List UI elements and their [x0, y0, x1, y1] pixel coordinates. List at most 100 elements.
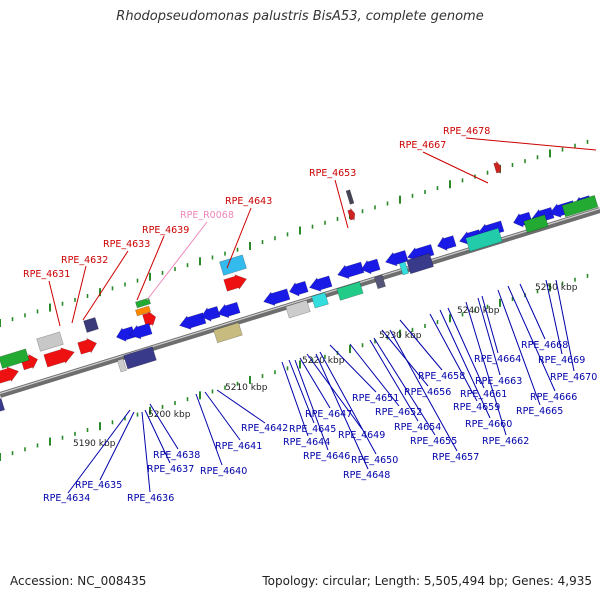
- scale-label: 5230 kbp: [379, 331, 422, 341]
- gene-label-rpe-4651[interactable]: RPE_4651: [352, 393, 399, 404]
- gene-green: [561, 195, 599, 218]
- gene-dark-blue: [123, 346, 157, 370]
- gene-label-rpe-4641[interactable]: RPE_4641: [215, 441, 262, 452]
- accession-label: Accession: NC_008435: [10, 574, 147, 588]
- gene-label-rpe-4667[interactable]: RPE_4667: [399, 140, 446, 151]
- gene-label-rpe-4649[interactable]: RPE_4649: [338, 430, 385, 441]
- gene-orange: [135, 305, 151, 317]
- gene-label-rpe-4646[interactable]: RPE_4646: [303, 451, 350, 462]
- gene-green: [135, 297, 151, 309]
- gene-cyan: [311, 292, 329, 309]
- gene-label-rpe-4652[interactable]: RPE_4652: [375, 407, 422, 418]
- gene-reverse: [360, 258, 381, 275]
- gene-grey: [36, 331, 64, 352]
- gene-label-rpe-4678[interactable]: RPE_4678: [443, 126, 490, 137]
- gene-label-rpe-4643[interactable]: RPE_4643: [225, 196, 272, 207]
- gene-label-rpe-4668[interactable]: RPE_4668: [521, 340, 568, 351]
- gene-teal: [465, 227, 503, 252]
- gene-label-rpe-4638[interactable]: RPE_4638: [153, 450, 200, 461]
- leader-line: [99, 411, 135, 481]
- leader-line: [216, 389, 266, 424]
- gene-label-rpe-4663[interactable]: RPE_4663: [475, 376, 522, 387]
- leader-lines: [48, 137, 597, 494]
- gene-cyan: [398, 261, 410, 276]
- gene-label-rpe-4665[interactable]: RPE_4665: [516, 406, 563, 417]
- gene-label-rpe-4645[interactable]: RPE_4645: [289, 424, 336, 435]
- gene-label-rpe-4650[interactable]: RPE_4650: [351, 455, 398, 466]
- gene-label-rpe-4648[interactable]: RPE_4648: [343, 470, 390, 481]
- gene-reverse: [384, 250, 409, 267]
- gene-grey: [116, 358, 128, 373]
- gene-forward: [0, 366, 19, 384]
- gene-teal: [465, 227, 503, 252]
- gene-forward: [77, 337, 98, 355]
- gene-label-rpe-4664[interactable]: RPE_4664: [474, 354, 521, 365]
- gene-cyan: [219, 254, 247, 276]
- gene-dark: [0, 398, 6, 412]
- gene-dark: [83, 317, 99, 333]
- gene-grey: [285, 299, 311, 319]
- gene-reverse: [216, 301, 241, 319]
- leader-line: [555, 279, 575, 372]
- gene-label-rpe-4670[interactable]: RPE_4670: [550, 372, 597, 383]
- gene-green: [0, 348, 30, 369]
- gene-reverse: [179, 312, 207, 330]
- gene-label-rpe-4659[interactable]: RPE_4659: [453, 402, 500, 413]
- gene-marker: [493, 160, 502, 174]
- gene-label-rpe-4655[interactable]: RPE_4655: [410, 436, 457, 447]
- gene-label-rpe-4662[interactable]: RPE_4662: [482, 436, 529, 447]
- dotted-tracks: [0, 139, 589, 461]
- gene-label-rpe-4640[interactable]: RPE_4640: [200, 466, 247, 477]
- gene-label-rpe-4653[interactable]: RPE_4653: [309, 168, 356, 179]
- gene-label-rpe-4669[interactable]: RPE_4669: [538, 355, 585, 366]
- gene-teal: [336, 281, 364, 301]
- gene-grey: [285, 299, 311, 319]
- leader-line: [389, 329, 458, 452]
- gene-forward: [0, 366, 19, 384]
- leader-line: [146, 221, 208, 301]
- gene-label-rpe-4637[interactable]: RPE_4637: [147, 464, 194, 475]
- gene-dark-blue: [123, 346, 157, 370]
- gene-marker: [493, 160, 502, 174]
- gene-label-rpe-4642[interactable]: RPE_4642: [241, 423, 288, 434]
- gene-label-rpe-r0068[interactable]: RPE_R0068: [180, 210, 234, 221]
- gene-label-rpe-4656[interactable]: RPE_4656: [404, 387, 451, 398]
- gene-label-rpe-4658[interactable]: RPE_4658: [418, 371, 465, 382]
- gene-label-rpe-4634[interactable]: RPE_4634: [43, 493, 90, 504]
- gene-dark: [345, 189, 355, 205]
- gene-label-rpe-4636[interactable]: RPE_4636: [127, 493, 174, 504]
- gene-label-rpe-4657[interactable]: RPE_4657: [432, 452, 479, 463]
- gene-green: [523, 214, 549, 234]
- leader-line: [149, 403, 179, 450]
- gene-label-rpe-4654[interactable]: RPE_4654: [394, 422, 441, 433]
- gene-label-rpe-4666[interactable]: RPE_4666: [530, 392, 577, 403]
- leader-line: [465, 137, 597, 151]
- gene-reverse: [360, 258, 381, 275]
- leader-line: [507, 285, 556, 392]
- gene-label-rpe-4661[interactable]: RPE_4661: [460, 389, 507, 400]
- leader-line: [329, 344, 377, 393]
- scale-label: 5190 kbp: [73, 439, 116, 449]
- gene-label-rpe-4639[interactable]: RPE_4639: [142, 225, 189, 236]
- gene-label-rpe-4635[interactable]: RPE_4635: [75, 480, 122, 491]
- gene-reverse: [216, 301, 241, 319]
- leader-line: [545, 279, 563, 355]
- upper-gene-labels: RPE_4631 RPE_4632 RPE_4633 RPE_4639 RPE_…: [23, 126, 490, 280]
- leader-line: [306, 353, 363, 430]
- leader-line: [439, 309, 491, 419]
- gene-label-rpe-4647[interactable]: RPE_4647: [305, 409, 352, 420]
- gene-reverse: [128, 322, 153, 340]
- gene-marker: [347, 207, 356, 221]
- gene-reverse: [115, 326, 136, 342]
- gene-forward: [77, 337, 98, 355]
- gene-reverse: [179, 312, 207, 330]
- gene-label-rpe-4660[interactable]: RPE_4660: [465, 419, 512, 430]
- gene-label-rpe-4632[interactable]: RPE_4632: [61, 255, 108, 266]
- gene-label-rpe-4633[interactable]: RPE_4633: [103, 239, 150, 250]
- gene-green: [523, 214, 549, 234]
- leader-line: [82, 250, 129, 321]
- scale-label: 5200 kbp: [148, 410, 191, 420]
- gene-khaki: [213, 322, 243, 344]
- gene-label-rpe-4631[interactable]: RPE_4631: [23, 269, 70, 280]
- gene-label-rpe-4644[interactable]: RPE_4644: [283, 437, 330, 448]
